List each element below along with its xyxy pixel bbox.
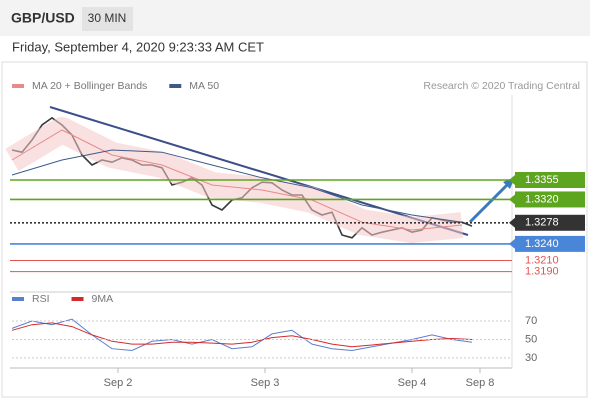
datetime: Friday, September 4, 2020 9:23:33 AM CET: [12, 39, 264, 54]
level-label: 1.3278: [525, 217, 559, 229]
level-box: [515, 191, 585, 208]
symbol: GBP/USD: [11, 10, 75, 26]
level-label: 1.3190: [525, 266, 559, 278]
legend-swatch: [169, 84, 182, 88]
interval-box: [82, 7, 133, 31]
level-box: [515, 214, 585, 231]
series-line: [11, 318, 473, 352]
level-label: 1.3210: [525, 254, 559, 266]
level-label: 1.3355: [525, 174, 559, 186]
y-tick-label: 30: [525, 352, 537, 364]
interval: 30 MIN: [88, 11, 127, 25]
series-line: [11, 129, 463, 231]
legend-swatch: [12, 297, 24, 301]
level-label: 1.3320: [525, 193, 559, 205]
level-pointer: [509, 194, 515, 205]
legend-label: RSI: [32, 293, 50, 305]
trend-line: [49, 106, 469, 236]
level-pointer: [509, 238, 515, 249]
level-label: 1.3240: [525, 238, 559, 250]
series-line: [11, 322, 473, 348]
x-tick-label: Sep 4: [398, 377, 427, 389]
x-tick-label: Sep 3: [251, 377, 280, 389]
legend-label: MA 50: [189, 80, 219, 92]
frame: [1, 61, 588, 398]
legend-swatch: [12, 84, 24, 88]
level-box: [515, 235, 585, 252]
x-tick-label: Sep 2: [104, 377, 133, 389]
legend-label: 9MA: [92, 293, 114, 305]
legend-swatch: [71, 297, 84, 301]
series-line: [11, 149, 463, 223]
forecast-arrow: [468, 182, 510, 224]
level-pointer: [509, 217, 515, 228]
level-pointer: [509, 175, 515, 185]
credit: Research © 2020 Trading Central: [423, 80, 580, 92]
legend-label: MA 20 + Bollinger Bands: [32, 80, 147, 92]
level-box: [515, 172, 585, 188]
x-tick-label: Sep 8: [466, 377, 495, 389]
y-tick-label: 70: [525, 315, 537, 327]
y-tick-label: 50: [525, 333, 537, 345]
